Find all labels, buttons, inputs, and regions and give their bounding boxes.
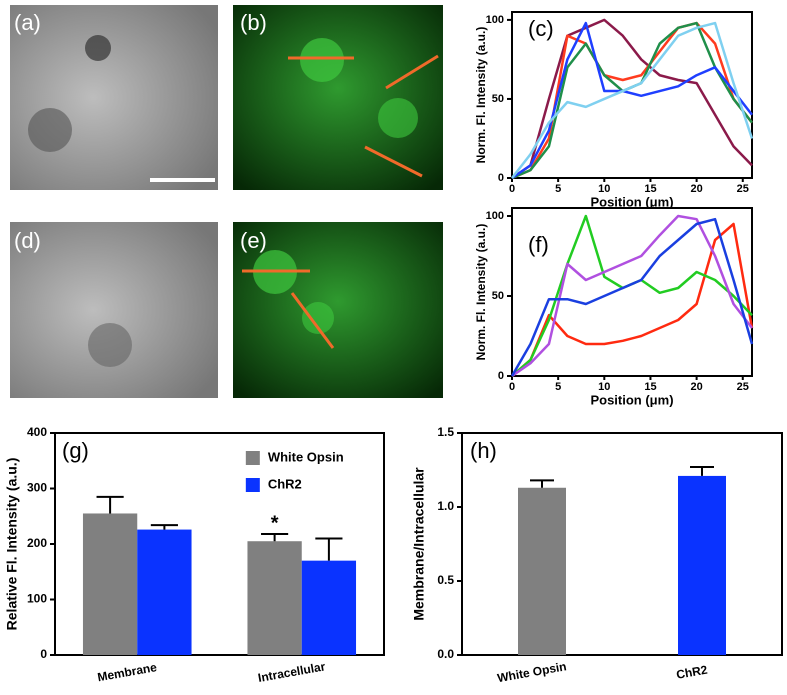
x-tick-label: 5 [555,381,561,393]
legend-swatch [245,478,260,492]
bar [518,487,566,655]
x-axis-label: Position (μm) [590,194,673,209]
panel-label: (e) [240,228,267,253]
y-tick-label: 0 [498,172,504,184]
panel-label: (d) [14,228,41,253]
line-series [511,21,754,179]
x-tick-label: 5 [555,183,561,195]
bar [301,560,357,655]
panel-label: (a) [14,10,41,35]
y-tick-label: 1.0 [437,499,454,513]
x-axis-label: Position (μm) [590,392,673,407]
cell [302,302,334,334]
error-bar [690,466,714,476]
y-axis-label: Norm. Fl. Intensity (a.u.) [474,224,488,361]
line-profile [290,292,335,349]
x-tick-label: 20 [690,381,702,393]
line-series [511,214,753,378]
panel-label: (c) [528,16,554,41]
x-tick-label: Membrane [96,660,158,684]
axes-frame [461,432,783,656]
cell [85,35,111,61]
x-tick-label: 25 [737,183,749,195]
y-tick-label: 0 [498,370,504,382]
x-tick-label: 0 [509,183,515,195]
legend-swatch [245,451,260,465]
cell [300,38,344,82]
y-tick-label: 200 [27,536,47,550]
x-tick-label: Intracellular [257,659,327,685]
x-tick-label: White Opsin [496,659,567,685]
error-bar [530,479,554,488]
legend-label: White Opsin [268,449,344,464]
image-a [10,5,218,190]
y-tick-label: 400 [27,425,47,439]
y-tick-label: 100 [486,210,504,222]
image-d [10,222,218,398]
line-profile [385,54,439,90]
y-tick-label: 100 [27,592,47,606]
x-tick-label: 15 [644,183,656,195]
y-tick-label: 300 [27,481,47,495]
y-tick-label: 50 [492,93,504,105]
line-series [511,18,753,180]
annotation: * [271,512,279,534]
y-tick-label: 1.5 [437,425,454,439]
panel-label: (g) [62,438,89,463]
x-tick-label: 10 [598,381,610,393]
panel-label: (b) [240,10,267,35]
legend-label: ChR2 [268,476,302,491]
y-axis-label: Relative Fl. Intensity (a.u.) [4,458,20,631]
x-tick-label: 15 [644,381,656,393]
bar [82,513,138,655]
x-tick-label: 25 [737,381,749,393]
axes-frame [511,207,753,377]
cell [88,323,132,367]
x-tick-label: 10 [598,183,610,195]
panel-label: (f) [528,232,549,257]
y-tick-label: 100 [486,14,504,26]
error-bar [96,495,124,514]
error-bar [261,533,289,542]
y-tick-label: 0.5 [437,573,454,587]
micrographs [10,5,443,398]
cell [378,98,418,138]
line-profile [364,145,423,178]
x-tick-label: ChR2 [675,663,709,682]
y-tick-label: 0.0 [437,647,454,661]
error-bar [315,537,343,561]
bar [247,541,302,655]
image-b [233,5,443,190]
cell [28,108,72,152]
y-tick-label: 0 [40,647,47,661]
bar [137,529,192,655]
y-axis-label: Membrane/Intracellular [411,467,427,621]
panel-label: (h) [470,438,497,463]
line-series [510,217,754,377]
axes-frame [511,11,753,179]
bar [678,475,726,655]
y-tick-label: 50 [492,290,504,302]
x-tick-label: 20 [690,183,702,195]
x-tick-label: 0 [509,381,515,393]
error-bar [150,524,178,530]
y-axis-label: Norm. Fl. Intensity (a.u.) [474,27,488,164]
